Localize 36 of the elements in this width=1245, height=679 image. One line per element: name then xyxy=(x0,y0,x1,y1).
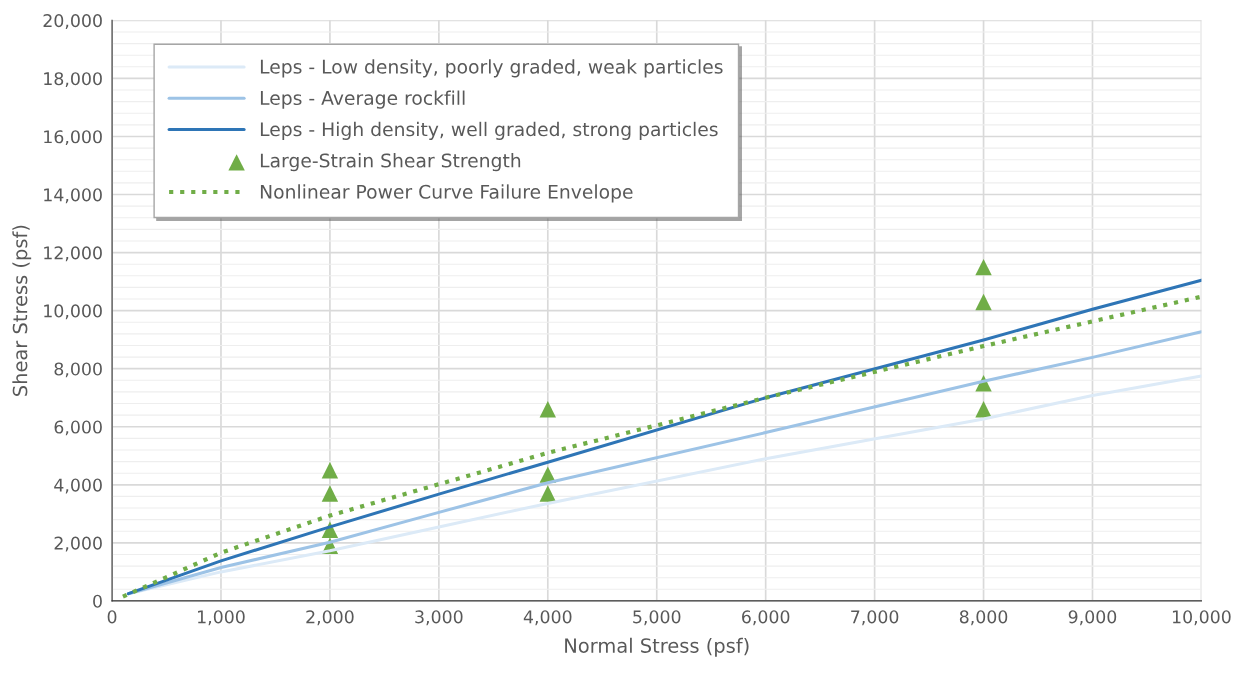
legend-label: Large-Strain Shear Strength xyxy=(260,153,521,172)
point xyxy=(321,462,339,479)
point xyxy=(975,258,992,276)
y-tick-label: 18,000 xyxy=(44,72,102,88)
y-tick-label: 20,000 xyxy=(43,14,102,29)
x-tick-label: 3,000 xyxy=(415,610,463,626)
point xyxy=(975,401,992,418)
y-tick-label: 12,000 xyxy=(44,246,102,262)
x-axis-title: Normal Stress (psf) xyxy=(565,637,749,657)
x-tick-label: 5,000 xyxy=(633,610,681,626)
point xyxy=(539,485,557,502)
x-tick-label: 8,000 xyxy=(959,610,1008,626)
x-tick-label: 6,000 xyxy=(742,610,790,626)
y-tick-label: 2,000 xyxy=(54,536,102,552)
y-tick-label: 6,000 xyxy=(54,420,102,436)
x-tick-label: 0 xyxy=(107,610,117,624)
y-tick-label: 14,000 xyxy=(44,188,102,204)
point xyxy=(321,485,339,502)
y-tick-label: 10,000 xyxy=(44,304,102,320)
x-tick-label: 4,000 xyxy=(523,610,572,626)
legend-label: Nonlinear Power Curve Failure Envelope xyxy=(260,184,633,203)
y-tick-label: 0 xyxy=(93,594,102,608)
y-axis-title: Shear Stress (psf) xyxy=(12,225,32,396)
y-tick-label: 4,000 xyxy=(54,478,102,494)
point xyxy=(539,401,557,418)
x-tick-label: 9,000 xyxy=(1068,610,1117,626)
x-tick-label: 1,000 xyxy=(198,610,245,626)
legend-label: Leps - High density, well graded, strong particles xyxy=(260,121,718,140)
legend-label: Leps - Low density, poorly graded, weak particles xyxy=(260,59,723,78)
x-tick-label: 2,000 xyxy=(306,610,354,626)
point xyxy=(975,293,992,311)
x-tick-label: 7,000 xyxy=(851,610,899,626)
y-tick-label: 16,000 xyxy=(44,130,102,146)
x-tick-label: 10,000 xyxy=(1172,610,1231,626)
y-tick-label: 8,000 xyxy=(54,362,102,378)
legend-label: Leps - Average rockfill xyxy=(260,90,465,109)
